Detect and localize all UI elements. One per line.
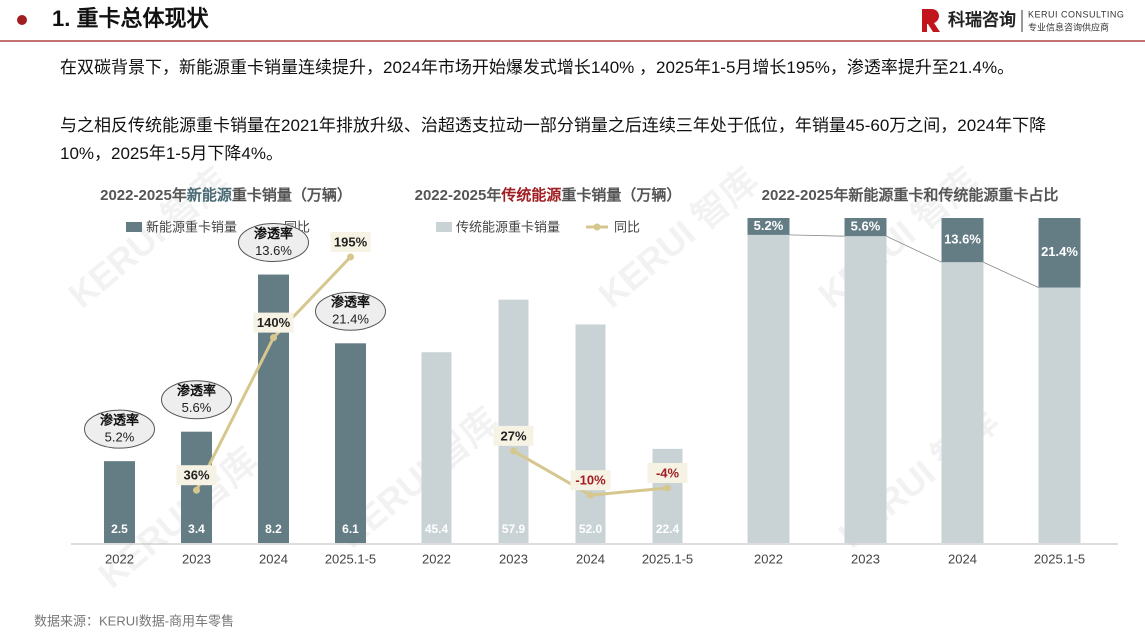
chart-title: 2022-2025年新能源重卡和传统能源重卡占比 xyxy=(762,186,1059,204)
label-box xyxy=(647,462,688,483)
legend-dot xyxy=(593,223,601,231)
bar-label: 2.5 xyxy=(111,522,128,536)
x-tick-label: 2022 xyxy=(105,551,134,566)
connector xyxy=(983,261,1039,288)
x-tick-label: 2024 xyxy=(259,551,288,566)
legend-swatch xyxy=(436,222,452,232)
bar-label: 52.0 xyxy=(579,522,603,536)
title-part: 2022-2025年 xyxy=(100,186,187,204)
penetration-value: 13.6% xyxy=(255,243,292,258)
bar-label: 57.9 xyxy=(502,522,526,536)
connector xyxy=(789,234,845,237)
x-tick-label: 2022 xyxy=(422,551,451,566)
line-label: 36% xyxy=(183,468,209,483)
bar xyxy=(575,324,606,543)
bar-label: 22.4 xyxy=(656,522,680,536)
penetration-name: 渗透率 xyxy=(254,226,293,241)
chart-title: 2022-2025年新能源重卡销量（万辆） xyxy=(100,186,352,204)
line-dot xyxy=(347,253,354,261)
legend-swatch xyxy=(126,222,142,232)
title-part: 传统能源 xyxy=(500,186,561,204)
bar-segment xyxy=(747,234,790,543)
x-tick-label: 2024 xyxy=(948,551,977,566)
penetration-value: 5.2% xyxy=(105,430,135,445)
bar xyxy=(104,461,135,543)
bar xyxy=(421,352,452,543)
segment-label: 13.6% xyxy=(944,232,981,247)
x-tick-label: 2025.1-5 xyxy=(1034,551,1085,566)
logo xyxy=(922,9,940,32)
chart-title: 2022-2025年传统能源重卡销量（万辆） xyxy=(415,186,682,204)
bar xyxy=(335,343,366,543)
label-box xyxy=(570,470,611,491)
title-part: 2022-2025年新能源重卡和传统能源重卡占比 xyxy=(762,186,1059,204)
penetration-name: 渗透率 xyxy=(331,295,370,310)
line-dot xyxy=(664,484,671,492)
bar-segment xyxy=(941,262,984,543)
line-label: -4% xyxy=(656,465,680,480)
paragraph: 与之相反传统能源重卡销量在2021年排放升级、治超透支拉动一部分销量之后连续三年… xyxy=(60,116,1047,163)
bar-segment xyxy=(747,218,790,235)
title-part: 重卡销量（万辆） xyxy=(232,186,352,204)
x-tick-label: 2022 xyxy=(754,551,783,566)
page-title: 1. 重卡总体现状 xyxy=(52,6,209,31)
line-label: 140% xyxy=(257,315,291,330)
bar-segment xyxy=(1038,287,1081,543)
label-box xyxy=(253,312,294,333)
line-label: 27% xyxy=(500,428,526,443)
source: 数据来源：KERUI数据-商用车零售 xyxy=(34,613,234,628)
segment-label: 5.2% xyxy=(754,218,784,233)
x-tick-label: 2023 xyxy=(182,551,211,566)
x-tick-label: 2023 xyxy=(499,551,528,566)
watermark: KERUI 智库 xyxy=(61,160,236,316)
penetration-name: 渗透率 xyxy=(177,383,216,398)
penetration-bubble xyxy=(238,223,309,263)
segment-label: 21.4% xyxy=(1041,244,1078,259)
connector xyxy=(886,235,942,263)
bar-segment xyxy=(941,218,984,263)
x-tick-label: 2023 xyxy=(851,551,880,566)
legend-label: 新能源重卡销量 xyxy=(146,219,237,234)
segment-label: 5.6% xyxy=(851,219,881,234)
title-part: 重卡销量（万辆） xyxy=(561,186,681,204)
label-box xyxy=(330,231,371,252)
paragraph: 在双碳背景下，新能源重卡销量连续提升，2024年市场开始爆发式增长140% ，2… xyxy=(60,58,1015,77)
line-dot xyxy=(510,447,517,455)
brand-en: KERUI CONSULTING xyxy=(1028,9,1124,19)
bar-segment xyxy=(844,218,887,237)
bullet xyxy=(17,15,27,25)
bar-label: 45.4 xyxy=(425,522,449,536)
brand-sub: 专业信息咨询供应商 xyxy=(1028,21,1109,32)
line-label: 195% xyxy=(334,234,368,249)
label-box xyxy=(493,425,534,446)
line-dot xyxy=(193,486,200,494)
title-part: 2022-2025年 xyxy=(415,186,502,204)
line-dot xyxy=(270,334,277,342)
penetration-bubble xyxy=(161,380,232,420)
bar-label: 3.4 xyxy=(188,522,205,536)
penetration-value: 5.6% xyxy=(182,400,212,415)
penetration-bubble xyxy=(315,291,386,331)
brand: 科瑞咨询 xyxy=(948,9,1016,29)
penetration-bubble xyxy=(84,409,155,449)
penetration-name: 渗透率 xyxy=(100,413,139,428)
bar-segment xyxy=(1038,218,1081,288)
legend-label: 同比 xyxy=(614,219,640,234)
bar-segment xyxy=(844,236,887,543)
title-part: 新能源 xyxy=(187,186,232,204)
penetration-value: 21.4% xyxy=(332,312,369,327)
x-tick-label: 2025.1-5 xyxy=(642,551,693,566)
watermark: KERUI 智库 xyxy=(591,160,766,316)
bar-label: 6.1 xyxy=(342,522,359,536)
legend-label: 传统能源重卡销量 xyxy=(456,219,560,234)
x-tick-label: 2025.1-5 xyxy=(325,551,376,566)
label-box xyxy=(176,465,217,486)
line-dot xyxy=(587,491,594,499)
x-tick-label: 2024 xyxy=(576,551,605,566)
bar-label: 8.2 xyxy=(265,522,282,536)
bar xyxy=(498,299,529,543)
line-label: -10% xyxy=(575,473,606,488)
